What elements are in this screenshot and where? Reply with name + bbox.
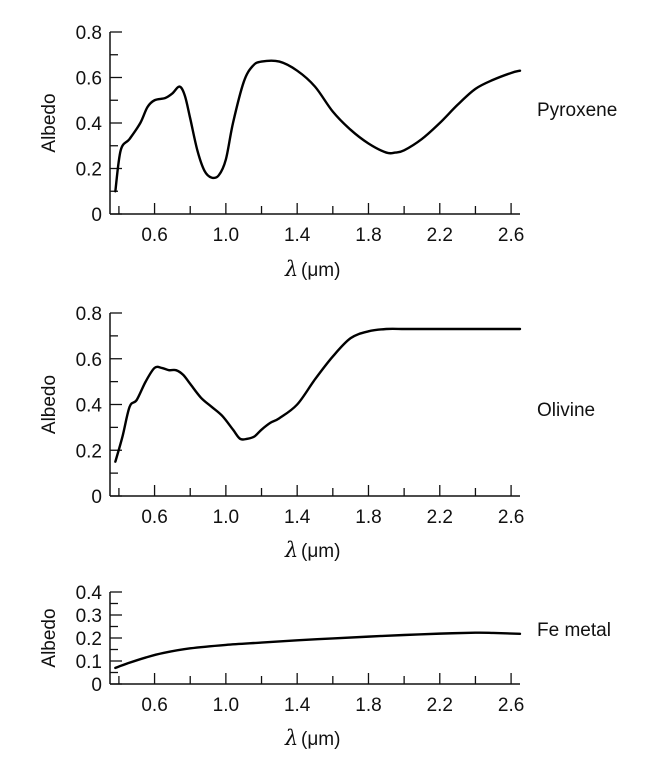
y-tick-label: 0.2 <box>76 629 102 650</box>
x-tick-label: 1.0 <box>213 507 239 528</box>
y-tick-label: 0.2 <box>76 160 102 181</box>
chart-panel-2: 0 0.2 0.4 0.6 0.8 0.6 1.0 1.4 1.8 2.2 2.6 Albedo λ (μ… <box>39 304 595 562</box>
y-tick-label: 0.8 <box>76 304 102 325</box>
series-label: Pyroxene <box>537 100 617 121</box>
series-label: Fe metal <box>537 620 611 641</box>
x-axis-title-unit: (μm) <box>301 541 340 562</box>
y-tick-label: 0.1 <box>76 652 102 673</box>
y-axis-title: Albedo <box>39 608 60 667</box>
x-axis-title-symbol: λ <box>284 257 298 281</box>
y-tick-label: 0 <box>91 675 102 696</box>
y-tick-label: 0.4 <box>76 583 103 604</box>
series-line-olivine <box>114 327 522 463</box>
x-tick-label: 1.4 <box>284 695 311 716</box>
y-tick-label: 0.4 <box>76 396 103 417</box>
y-tick-label: 0.6 <box>76 69 102 90</box>
x-tick-label: 1.8 <box>355 225 381 246</box>
y-tick-label: 0.3 <box>76 606 102 627</box>
y-tick-label: 0.4 <box>76 114 103 135</box>
x-tick-label: 1.4 <box>284 225 311 246</box>
x-tick-label: 2.6 <box>498 507 524 528</box>
x-tick-label: 2.2 <box>427 225 453 246</box>
chart-panel-1: 0 0.2 0.4 0.6 0.8 0.6 1.0 1.4 1.8 2.2 2.6 Albedo λ (μ… <box>39 23 617 281</box>
x-tick-label: 0.6 <box>141 507 167 528</box>
x-tick-label: 1.0 <box>213 695 239 716</box>
x-tick-label: 2.2 <box>427 507 453 528</box>
x-tick-label: 0.6 <box>141 225 167 246</box>
x-axis-title-symbol: λ <box>284 538 298 562</box>
y-tick-label: 0 <box>91 487 102 508</box>
x-tick-label: 2.2 <box>427 695 453 716</box>
x-tick-label: 0.6 <box>141 695 167 716</box>
x-axis-title-unit: (μm) <box>301 729 340 750</box>
y-axis-title: Albedo <box>39 93 60 152</box>
x-tick-label: 1.8 <box>355 695 381 716</box>
x-axis-title-symbol: λ <box>284 726 298 750</box>
y-tick-label: 0.2 <box>76 441 102 462</box>
x-tick-label: 1.8 <box>355 507 381 528</box>
x-tick-label: 2.6 <box>498 225 524 246</box>
x-tick-label: 2.6 <box>498 695 524 716</box>
series-line-pyroxene <box>114 59 522 193</box>
chart-panel-3: 00.10.20.30.4 0.6 1.0 1.4 1.8 2.2 2.6 Albedo λ (μ… <box>39 583 611 750</box>
x-axis-title-unit: (μm) <box>301 260 340 281</box>
y-tick-label: 0.8 <box>76 23 102 44</box>
x-tick-label: 1.4 <box>284 507 311 528</box>
series-line-fe-metal <box>114 631 522 670</box>
y-tick-label: 0.6 <box>76 350 102 371</box>
x-tick-label: 1.0 <box>213 225 239 246</box>
series-label: Olivine <box>537 400 595 421</box>
y-tick-label: 0 <box>91 205 102 226</box>
y-axis-title: Albedo <box>39 375 60 434</box>
